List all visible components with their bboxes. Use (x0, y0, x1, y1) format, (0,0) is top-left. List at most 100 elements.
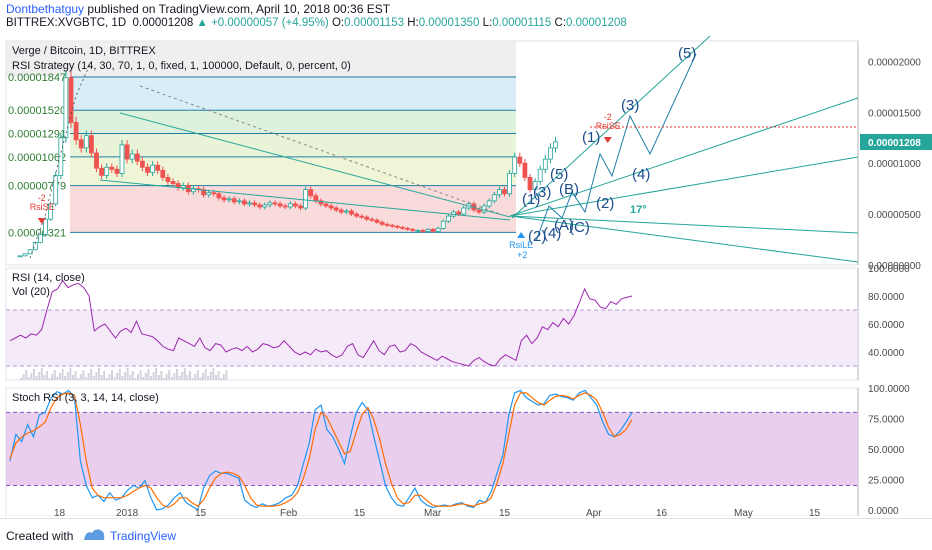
volume-bar (168, 370, 171, 380)
volume-bar (108, 374, 111, 380)
candle (252, 202, 258, 206)
candle (226, 198, 232, 201)
candle (303, 189, 309, 209)
price-tick: 0.00000000 (868, 261, 921, 272)
rsi-tick: 40.0000 (868, 348, 905, 359)
wave-label: (4) (632, 166, 650, 183)
candle (517, 156, 523, 164)
signal-qty: -2 (604, 112, 612, 122)
candle (456, 211, 462, 215)
candle (445, 215, 451, 222)
stoch-title: Stoch RSI (3, 3, 14, 14, close) (12, 392, 159, 404)
candle (354, 213, 360, 217)
wave-label: (2) (528, 228, 546, 245)
tradingview-logo-icon (84, 529, 105, 540)
volume-bar (165, 374, 168, 380)
rsi-title: RSI (14, close) (12, 272, 85, 284)
volume-bar (186, 375, 189, 380)
volume-bar (222, 374, 225, 380)
candle (83, 135, 89, 149)
candle (333, 207, 339, 211)
price-tick: 0.00000500 (868, 210, 921, 221)
candle (48, 203, 53, 220)
up-arrow-icon: ▲ (196, 17, 208, 29)
stoch-d-line (9, 392, 633, 509)
candle (282, 205, 288, 208)
volume-bar (20, 378, 22, 380)
date-tick: Feb (280, 508, 298, 518)
trading-chart[interactable]: 0.00001847 0.00001520 0.00001291 0.00001062… (0, 36, 932, 518)
wave-label: (3) (533, 184, 551, 201)
open-label: O: (331, 17, 345, 29)
volume-bar (124, 372, 126, 380)
price-change: +0.00000057 (+4.95%) (211, 17, 329, 29)
volume-bar (178, 376, 181, 380)
candle (241, 200, 247, 205)
volume-bar (173, 373, 176, 380)
date-tick: 15 (354, 508, 366, 518)
high-value: 0.00001350 (418, 17, 480, 29)
date-tick: 15 (499, 508, 511, 518)
candle (165, 177, 171, 182)
date-tick: 15 (195, 508, 207, 518)
signal-label: RsiSE (596, 121, 621, 131)
candle (134, 153, 140, 162)
rsi-tick: 60.0000 (868, 320, 905, 331)
candle (236, 200, 242, 203)
volume-bar (100, 375, 103, 380)
fib-zone (70, 110, 516, 134)
volume-bar (43, 375, 46, 380)
grey-range-zone (6, 41, 516, 77)
wave-label: (B) (559, 181, 579, 198)
volume-bar (85, 377, 87, 380)
date-tick: 18 (54, 508, 66, 518)
date-tick: 16 (656, 508, 668, 518)
tradingview-brand[interactable]: TradingView (110, 529, 177, 543)
candle (502, 189, 507, 195)
candle (318, 200, 324, 205)
candle (114, 168, 120, 174)
volume-bar (131, 371, 134, 380)
candle (323, 203, 329, 207)
candle (89, 135, 94, 154)
volume-bar (137, 374, 139, 380)
volume-bar (35, 376, 38, 380)
candle (170, 181, 176, 184)
volume-bar (87, 373, 90, 380)
axis-gap (0, 516, 932, 518)
wave-label: (5) (550, 166, 568, 183)
volume-bar (144, 373, 147, 380)
volume-bar (48, 378, 51, 380)
stoch-tick: 0.0000 (868, 506, 899, 517)
volume-bar (139, 370, 142, 380)
trend-line (509, 215, 859, 234)
candle (94, 152, 99, 169)
wave-label: (1) (522, 191, 540, 208)
volume-bar (215, 375, 217, 380)
volume-bar (212, 368, 215, 380)
volume-bar (160, 371, 163, 380)
price-tick: 0.00002000 (868, 57, 921, 68)
date-tick: 2018 (116, 508, 139, 518)
volume-bar (202, 373, 204, 380)
candle (430, 228, 436, 232)
volume-bar (33, 369, 35, 380)
volume-bar (147, 369, 150, 380)
volume-bar (103, 371, 106, 380)
candle (216, 193, 222, 199)
volume-bar (105, 378, 108, 380)
candle (221, 197, 227, 201)
signal-label: RsiSE (30, 202, 55, 212)
candle (63, 77, 69, 139)
volume-title: Vol (20) (12, 286, 50, 298)
sell-arrow-icon (603, 137, 612, 143)
buy-arrow-icon (517, 232, 526, 238)
candle (104, 166, 110, 176)
author-link[interactable]: Dontbethatguy (6, 2, 85, 16)
volume-bar (181, 372, 184, 380)
volume-bar (183, 368, 186, 380)
fib-level-label: 0.00001291 (8, 129, 66, 141)
candle (343, 210, 349, 213)
volume-bar (129, 375, 132, 380)
candle (507, 172, 513, 195)
